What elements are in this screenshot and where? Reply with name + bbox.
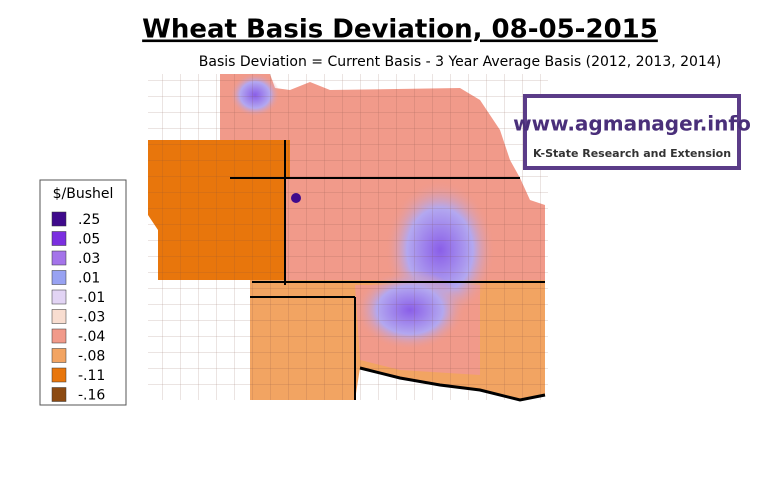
- legend-swatch: [51, 387, 67, 402]
- logo-org: K-State Research and Extension: [533, 147, 731, 160]
- title: Wheat Basis Deviation, 08-05-2015: [142, 15, 658, 45]
- legend-swatch: [51, 250, 67, 266]
- legend-swatch: [51, 328, 67, 344]
- legend-swatch: [51, 348, 67, 363]
- legend-title: $/Bushel: [53, 186, 114, 202]
- map: [148, 73, 548, 402]
- subtitle: Basis Deviation = Current Basis - 3 Year…: [199, 54, 721, 70]
- legend-swatch: [51, 231, 67, 246]
- legend-swatch: [51, 289, 67, 305]
- legend-swatch: [51, 270, 67, 285]
- legend-label: -.16: [78, 388, 105, 404]
- legend-label: .01: [78, 271, 100, 287]
- legend: $/Bushel .25 .05 .03 .01 -.01 -.03 -.04 -.08 -.1…: [39, 179, 127, 406]
- legend-label: .25: [78, 212, 100, 228]
- logo: www.agmanager.info K-State Research and …: [513, 94, 751, 170]
- legend-label: -.03: [78, 310, 105, 326]
- legend-label: -.01: [78, 290, 105, 306]
- legend-label: .03: [78, 251, 100, 267]
- legend-label: .05: [78, 232, 100, 248]
- legend-label: -.08: [78, 349, 105, 365]
- legend-label: -.11: [78, 368, 105, 384]
- legend-swatch: [51, 211, 67, 227]
- legend-swatch: [51, 309, 67, 324]
- legend-swatch: [51, 367, 67, 383]
- legend-label: -.04: [78, 329, 105, 345]
- logo-url: www.agmanager.info: [513, 112, 751, 136]
